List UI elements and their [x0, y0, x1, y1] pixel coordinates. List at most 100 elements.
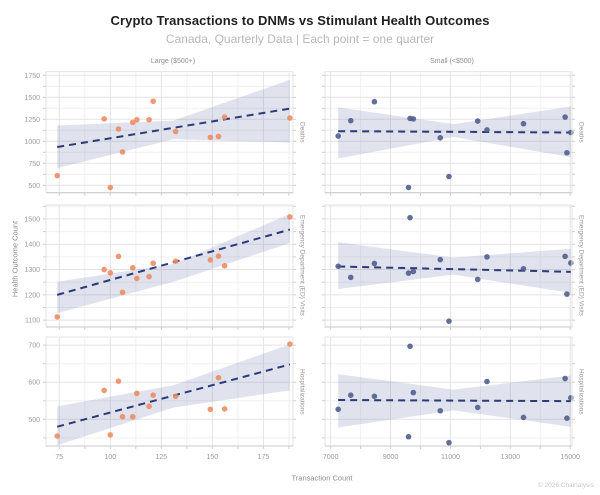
x-tick-label: 7000: [323, 454, 339, 461]
data-point: [119, 149, 126, 155]
data-point: [405, 433, 412, 440]
data-point: [146, 116, 152, 123]
data-point: [520, 265, 527, 272]
y-tick-label: 1300: [24, 267, 40, 274]
data-point: [287, 214, 293, 220]
x-tick-label: 175: [258, 454, 270, 461]
data-point: [207, 134, 214, 141]
data-point: [172, 258, 179, 264]
facet-column-header-small: Small (<$500): [430, 58, 474, 65]
data-point: [564, 415, 570, 421]
data-point: [405, 270, 412, 276]
y-tick-label: 1400: [24, 242, 40, 249]
y-tick-label: 500: [28, 183, 40, 190]
data-point: [101, 266, 107, 273]
y-tick-label: 600: [28, 380, 40, 387]
data-point: [407, 214, 413, 221]
y-tick-label: 1750: [24, 73, 40, 80]
data-point: [107, 270, 114, 276]
data-point: [54, 433, 61, 439]
data-point: [446, 318, 452, 324]
facet-row-label-emergency-department-ed-visits: Emergency Department (ED) Visits: [577, 215, 585, 317]
x-axis-title: Transaction Count: [291, 473, 353, 483]
data-point: [335, 406, 341, 413]
confidence-band: [338, 106, 571, 159]
data-point: [437, 407, 444, 414]
y-tick-label: 1250: [24, 117, 40, 124]
data-point: [335, 263, 341, 270]
data-point: [568, 395, 574, 401]
data-point: [146, 403, 152, 410]
facet-row-label-deaths: Deaths: [298, 121, 306, 143]
data-point: [107, 432, 114, 438]
x-tick-label: 9000: [383, 454, 399, 461]
data-point: [410, 268, 417, 275]
x-tick-label: 15000: [560, 454, 580, 461]
chart-subtitle: Canada, Quarterly Data | Each point = on…: [165, 32, 435, 46]
data-point: [371, 393, 378, 400]
y-tick-label: 1500: [24, 216, 40, 223]
data-point: [371, 260, 378, 267]
facet-row-label-hospitalizations: Hospitalizations: [577, 368, 585, 415]
data-point: [347, 274, 354, 281]
facet-row-label-deaths: Deaths: [577, 121, 585, 143]
data-point: [119, 413, 126, 420]
y-tick-label: 1200: [24, 292, 40, 299]
y-tick-label: 500: [28, 417, 40, 424]
data-point: [562, 375, 568, 382]
facet-row-label-hospitalizations: Hospitalizations: [298, 368, 306, 415]
data-point: [564, 291, 570, 297]
data-point: [207, 406, 214, 413]
data-point: [115, 126, 122, 132]
data-point: [347, 392, 354, 399]
x-tick-label: 11000: [441, 454, 460, 461]
x-tick-label: 100: [104, 454, 116, 461]
data-point: [134, 390, 140, 397]
data-point: [150, 392, 156, 399]
data-point: [347, 117, 354, 124]
facet-row-label-emergency-department-ed-visits: Emergency Department (ED) Visits: [298, 215, 306, 317]
data-point: [134, 275, 140, 282]
data-point: [146, 273, 152, 280]
data-point: [335, 133, 341, 139]
x-tick-label: 150: [207, 454, 219, 461]
data-point: [172, 393, 179, 400]
y-tick-label: 1100: [25, 318, 40, 325]
data-point: [129, 413, 136, 420]
data-point: [562, 114, 568, 120]
data-point: [207, 257, 214, 263]
data-point: [562, 253, 568, 260]
data-point: [446, 439, 452, 446]
data-point: [474, 118, 481, 124]
data-point: [215, 133, 222, 140]
confidence-band: [338, 374, 571, 428]
data-point: [221, 406, 228, 412]
data-point: [520, 120, 527, 127]
data-point: [410, 116, 417, 122]
data-point: [119, 289, 126, 296]
data-point: [371, 98, 378, 105]
facet-column-header-large: Large ($500+): [150, 58, 196, 65]
y-tick-label: 700: [28, 343, 40, 350]
data-point: [474, 404, 481, 411]
x-tick-label: 75: [55, 454, 63, 461]
data-point: [484, 254, 490, 260]
data-point: [215, 374, 222, 381]
data-point: [150, 98, 156, 105]
trend-line: [57, 107, 291, 149]
data-point: [437, 256, 444, 263]
data-point: [484, 127, 490, 133]
data-point: [564, 149, 570, 156]
data-point: [101, 116, 107, 122]
data-point: [221, 114, 228, 120]
data-point: [101, 387, 107, 394]
trend-line: [338, 265, 571, 273]
y-tick-label: 750: [28, 161, 40, 168]
data-point: [407, 343, 413, 350]
data-point: [150, 260, 156, 267]
trend-line: [338, 130, 571, 134]
data-point: [410, 389, 417, 396]
data-point: [405, 184, 412, 191]
data-point: [520, 414, 527, 421]
